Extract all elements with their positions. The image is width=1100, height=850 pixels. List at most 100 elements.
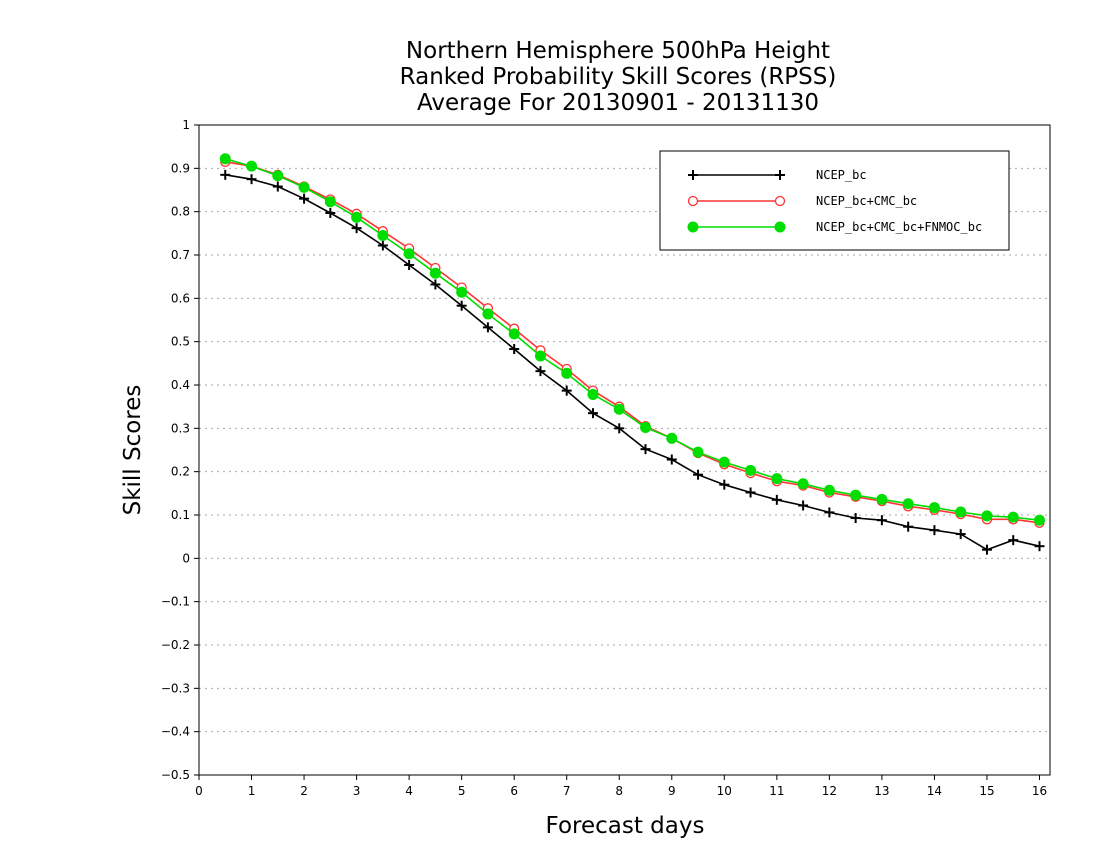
- data-point: [955, 529, 966, 540]
- data-point: [640, 444, 651, 455]
- data-point: [299, 193, 310, 204]
- data-point: [928, 502, 940, 514]
- data-point: [929, 525, 940, 536]
- data-point: [219, 153, 231, 165]
- data-point: [456, 286, 468, 298]
- legend-marker-start: [687, 221, 699, 233]
- x-tick-label: 3: [353, 784, 361, 798]
- legend: NCEP_bc NCEP_bc+CMC_bc NCEP_bc+CMC_bc+FNMO…: [659, 150, 1010, 251]
- x-axis-title: Forecast days: [546, 813, 705, 839]
- data-point: [272, 170, 284, 182]
- y-tick-label: 0.9: [171, 161, 190, 175]
- y-axis-title: Skill Scores: [120, 385, 146, 516]
- data-point: [771, 473, 783, 485]
- data-point: [377, 230, 389, 241]
- legend-label: NCEP_bc: [816, 168, 867, 182]
- data-point: [482, 308, 494, 320]
- data-point: [587, 408, 598, 419]
- data-point: [640, 421, 652, 433]
- x-tick-label: 6: [510, 784, 518, 798]
- data-point: [613, 403, 625, 415]
- legend-label: NCEP_bc+CMC_bc: [816, 194, 917, 208]
- data-point: [693, 469, 704, 480]
- data-point: [876, 493, 888, 505]
- y-tick-label: 0.1: [171, 508, 190, 522]
- data-point: [429, 267, 441, 279]
- data-point: [272, 181, 283, 192]
- y-tick-label: 1: [182, 118, 190, 132]
- title-line-3: Average For 20130901 - 20131130: [417, 90, 819, 116]
- legend-item-0: NCEP_bc: [688, 168, 867, 182]
- data-point: [745, 464, 757, 476]
- data-point: [981, 510, 993, 522]
- data-point: [351, 223, 362, 234]
- data-point: [456, 300, 467, 311]
- x-tick-label: 5: [458, 784, 466, 798]
- data-point: [508, 328, 520, 340]
- series-group: [219, 153, 1045, 555]
- data-point: [246, 174, 257, 185]
- data-point: [981, 544, 992, 555]
- data-point: [745, 487, 756, 498]
- data-point: [666, 432, 678, 444]
- y-tick-label: 0: [182, 551, 190, 565]
- data-point: [404, 259, 415, 270]
- x-tick-label: 8: [615, 784, 623, 798]
- data-point: [377, 240, 388, 251]
- data-point: [1034, 541, 1045, 552]
- data-point: [246, 160, 258, 172]
- x-tick-label: 9: [668, 784, 676, 798]
- data-point: [850, 489, 862, 501]
- title-line-1: Northern Hemisphere 500hPa Height: [406, 38, 830, 64]
- data-point: [298, 181, 310, 193]
- data-point: [823, 484, 835, 496]
- y-tick-label: −0.1: [161, 595, 190, 609]
- data-point: [955, 506, 967, 518]
- y-tick-label: −0.5: [161, 768, 190, 782]
- y-tick-label: −0.3: [161, 681, 190, 695]
- data-point: [798, 500, 809, 511]
- data-point: [824, 507, 835, 518]
- series-line: [225, 174, 1040, 551]
- x-tick-label: 10: [717, 784, 732, 798]
- x-tick-label: 4: [405, 784, 413, 798]
- x-tick-label: 0: [195, 784, 203, 798]
- data-point: [850, 513, 861, 524]
- data-point: [220, 169, 231, 180]
- x-axis-ticks: 0 1 2 3 4 5 6 7 8 9 10 11 12 13 14 15 16: [195, 775, 1047, 798]
- y-tick-label: 0.7: [171, 248, 190, 262]
- y-tick-label: 0.5: [171, 335, 190, 349]
- data-point: [430, 279, 441, 290]
- data-point: [535, 366, 546, 377]
- data-point: [666, 454, 677, 465]
- data-point: [614, 423, 625, 434]
- data-point: [1008, 535, 1019, 546]
- data-point: [797, 478, 809, 490]
- data-point: [561, 385, 572, 396]
- x-tick-label: 15: [979, 784, 994, 798]
- data-point: [719, 479, 730, 490]
- data-point: [771, 494, 782, 505]
- chart-title: Northern Hemisphere 500hPa Height Ranked…: [400, 38, 837, 116]
- y-tick-label: 0.8: [171, 205, 190, 219]
- legend-marker-end: [774, 221, 786, 233]
- y-tick-label: 0.2: [171, 465, 190, 479]
- legend-marker-start: [687, 195, 699, 207]
- data-point: [718, 456, 730, 468]
- data-point: [561, 367, 573, 379]
- x-tick-label: 1: [248, 784, 256, 798]
- data-point: [325, 207, 336, 218]
- legend-label: NCEP_bc+CMC_bc+FNMOC_bc: [816, 220, 982, 234]
- legend-marker-end: [775, 170, 785, 180]
- data-point: [876, 515, 887, 526]
- x-tick-label: 12: [822, 784, 837, 798]
- x-tick-label: 13: [874, 784, 889, 798]
- y-tick-label: 0.6: [171, 291, 190, 305]
- data-point: [324, 196, 336, 208]
- data-point: [403, 248, 415, 260]
- x-tick-label: 16: [1032, 784, 1047, 798]
- data-point: [534, 350, 546, 362]
- y-tick-label: 0.4: [171, 378, 190, 392]
- data-point: [587, 389, 599, 401]
- x-tick-label: 7: [563, 784, 571, 798]
